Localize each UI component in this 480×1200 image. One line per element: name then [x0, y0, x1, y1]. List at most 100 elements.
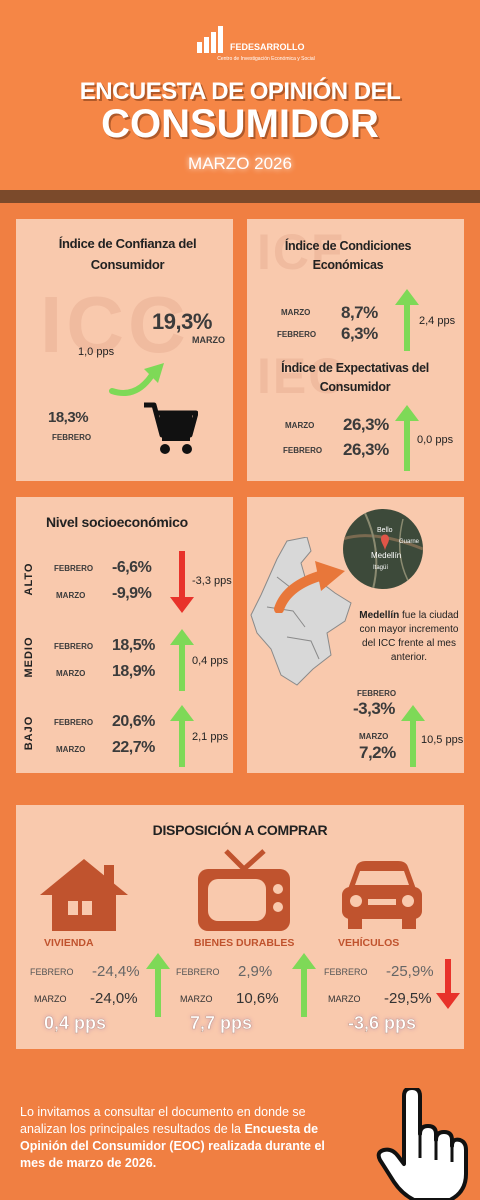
purchase-feb-value: -24,4% — [92, 963, 140, 980]
nse-level-label: BAJO — [23, 715, 35, 751]
nse-feb-label: FEBRERO — [54, 642, 94, 651]
purchase-mar-value: -29,5% — [384, 990, 432, 1007]
purchase-item-0: VIVIENDA FEBRERO -24,4% MARZO -24,0% 0,4 pps — [30, 931, 170, 1041]
fedesarrollo-logo-icon — [196, 22, 228, 54]
header-divider — [0, 190, 480, 203]
iec-change: 0,0 pps — [417, 434, 454, 446]
shopping-cart-icon — [144, 402, 198, 454]
ice-up-arrow-icon — [395, 289, 419, 351]
icc-ghost-text: ICC — [40, 280, 190, 369]
header — [0, 0, 480, 190]
nse-feb-label: FEBRERO — [54, 718, 94, 727]
ice-title: Índice de Condiciones Económicas — [284, 239, 412, 272]
city-feb-label: FEBRERO — [357, 689, 397, 698]
purchase-item-name: BIENES DURABLES — [194, 937, 295, 949]
pointer-arrow-icon — [274, 561, 345, 613]
icc-title: Índice de Confianza del Consumidor — [58, 236, 197, 272]
purchase-item-1: BIENES DURABLES FEBRERO 2,9% MARZO 10,6% 7,7 … — [176, 931, 316, 1041]
purchase-change: -3,6 pps — [348, 1013, 417, 1034]
nse-up-arrow-icon — [170, 705, 194, 767]
nse-change: 0,4 pps — [192, 655, 229, 667]
nse-mar-value: -9,9% — [112, 585, 152, 602]
nse-row-medio: MEDIO FEBRERO 18,5% MARZO 18,9% 0,4 pps — [16, 625, 233, 695]
ice-change: 2,4 pps — [419, 315, 456, 327]
nse-change: -3,3 pps — [192, 575, 232, 587]
city-description: Medellín fue la ciudad con mayor increme… — [357, 609, 461, 665]
nse-up-arrow-icon — [170, 629, 194, 691]
page-title-line1: ENCUESTA DE OPINIÓN DEL — [79, 78, 401, 105]
ice-feb-label: FEBRERO — [277, 330, 317, 339]
footer-text-plain: Lo invitamos a consultar el documento en… — [20, 1105, 306, 1136]
nse-row-bajo: BAJO FEBRERO 20,6% MARZO 22,7% 2,1 pps — [16, 701, 233, 771]
purchase-title: DISPOSICIÓN A COMPRAR — [152, 822, 328, 838]
purchase-change: 0,4 pps — [44, 1013, 107, 1034]
ice-iec-panel: ICE Índice de Condiciones Económicas MAR… — [247, 219, 464, 481]
nse-feb-value: -6,6% — [112, 559, 152, 576]
ice-march-value: 8,7% — [341, 303, 378, 322]
city-change: 10,5 pps — [421, 734, 464, 746]
city-panel: Bello Guarne Medellín Itagüí Medellín fu… — [247, 497, 464, 773]
iec-feb-value: 26,3% — [343, 440, 389, 459]
house-icon — [40, 859, 128, 931]
purchase-down-arrow-icon — [436, 959, 460, 1009]
ice-feb-value: 6,3% — [341, 324, 378, 343]
nse-row-alto: ALTO FEBRERO -6,6% MARZO -9,9% -3,3 pps — [16, 547, 233, 617]
iec-feb-label: FEBRERO — [283, 446, 323, 455]
purchase-feb-label: FEBRERO — [30, 967, 74, 977]
purchase-feb-label: FEBRERO — [176, 967, 220, 977]
city-up-arrow-icon — [401, 705, 425, 767]
icc-feb-label: FEBRERO — [52, 433, 92, 442]
iec-march-label: MARZO — [285, 421, 315, 430]
nse-feb-value: 18,5% — [112, 637, 155, 654]
tv-icon — [198, 849, 290, 931]
purchase-item-name: VEHÍCULOS — [338, 937, 400, 949]
nse-down-arrow-icon — [170, 551, 194, 613]
iec-up-arrow-icon — [395, 405, 419, 471]
purchase-item-name: VIVIENDA — [44, 937, 94, 949]
nse-feb-value: 20,6% — [112, 713, 155, 730]
icc-march-value: 19,3% — [152, 309, 212, 334]
purchase-change: 7,7 pps — [190, 1013, 253, 1034]
nse-mar-label: MARZO — [56, 591, 86, 600]
iec-march-value: 26,3% — [343, 415, 389, 434]
nse-panel: Nivel socioeconómico ALTO FEBRERO -6,6% MAR… — [16, 497, 233, 773]
org-name: FEDESARROLLO — [230, 42, 305, 52]
purchase-up-arrow-icon — [292, 953, 316, 1017]
nse-change: 2,1 pps — [192, 731, 229, 743]
purchase-up-arrow-icon — [146, 953, 170, 1017]
purchase-feb-value: -25,9% — [386, 963, 434, 980]
ice-ghost-text: ICE — [257, 224, 347, 280]
org-subtitle: Centro de Investigación Económica y Soci… — [217, 56, 315, 62]
purchase-panel: DISPOSICIÓN A COMPRAR VIVIENDA FEBRERO -24… — [16, 805, 464, 1049]
map-label-bello: Bello — [377, 527, 393, 534]
iec-ghost-text: IEC — [257, 348, 347, 404]
map-label-medellin: Medellín — [371, 551, 402, 560]
nse-mar-value: 18,9% — [112, 663, 155, 680]
map-label-itagui: Itagüí — [373, 565, 389, 571]
icc-panel: ICC Índice de Confianza del Consumidor 1… — [16, 219, 233, 481]
iec-title: Índice de Expectativas del Consumidor — [281, 361, 429, 394]
city-mar-value: 7,2% — [359, 743, 396, 762]
icc-march-label: MARZO — [192, 335, 225, 345]
colombia-map-icon — [250, 537, 352, 686]
purchase-mar-value: 10,6% — [236, 990, 279, 1007]
purchase-feb-value: 2,9% — [238, 963, 273, 980]
nse-mar-label: MARZO — [56, 745, 86, 754]
nse-level-label: MEDIO — [23, 636, 35, 678]
car-icon — [342, 861, 422, 929]
map-label-guarne: Guarne — [399, 539, 420, 545]
nse-level-label: ALTO — [23, 562, 35, 596]
ice-march-label: MARZO — [281, 308, 311, 317]
nse-feb-label: FEBRERO — [54, 564, 94, 573]
purchase-mar-label: MARZO — [328, 994, 361, 1004]
period-label: MARZO 2026 — [188, 154, 292, 173]
footer-text: Lo invitamos a consultar el documento en… — [20, 1104, 342, 1172]
city-mar-label: MARZO — [359, 732, 389, 741]
purchase-mar-label: MARZO — [180, 994, 213, 1004]
footer-text-bold: Encuesta de Opinión del Consumidor (EOC)… — [20, 1122, 325, 1170]
nse-mar-value: 22,7% — [112, 739, 155, 756]
medellin-map: Bello Guarne Medellín Itagüí — [343, 509, 423, 589]
purchase-mar-label: MARZO — [34, 994, 67, 1004]
city-feb-value: -3,3% — [353, 699, 395, 718]
pointing-hand-icon[interactable] — [374, 1088, 470, 1200]
